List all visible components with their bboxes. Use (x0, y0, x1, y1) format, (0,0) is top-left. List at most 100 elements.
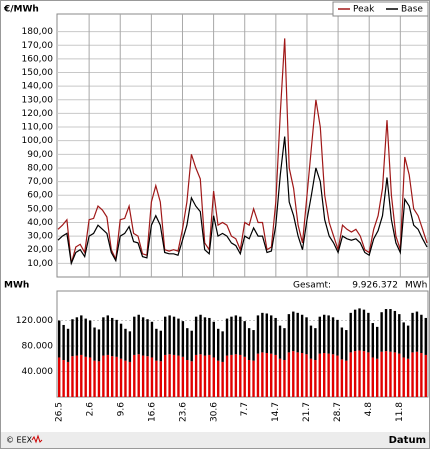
x-tick-label: 11.8 (395, 402, 405, 422)
legend-label: Base (401, 5, 423, 15)
bar-segment (111, 356, 114, 397)
bar-segment (181, 356, 185, 397)
bar-segment (327, 315, 330, 354)
bar-segment (106, 315, 109, 355)
bar-segment (415, 311, 419, 352)
bar-segment (420, 314, 423, 354)
y-tick-label: 120,00 (22, 109, 54, 119)
bar-segment (155, 328, 158, 361)
bar-segment (292, 311, 295, 352)
y-tick-label: 70,00 (27, 177, 53, 187)
y-tick-label: 40,00 (27, 218, 53, 228)
bar-segment (411, 352, 414, 397)
bar-segment (278, 325, 282, 359)
bar-segment (93, 327, 96, 361)
bar-segment (181, 321, 185, 357)
bar-segment (270, 315, 273, 354)
bar-segment (97, 361, 101, 397)
bar-segment (340, 327, 344, 360)
bar-segment (186, 328, 189, 361)
bar-segment (115, 356, 118, 397)
bar-segment (164, 354, 167, 397)
bar-segment (137, 354, 140, 397)
y-tick-label: 40.000 (22, 367, 54, 377)
x-tick-label: 26.5 (55, 402, 65, 422)
bar-segment (345, 330, 348, 361)
bar-segment (406, 325, 410, 359)
logo-mark (31, 434, 43, 444)
bar-segment (177, 355, 180, 397)
bar-segment (393, 310, 397, 353)
plot-area (56, 290, 429, 398)
y-tick-label: 120.000 (16, 316, 53, 326)
bar-segment (146, 356, 149, 397)
bar-segment (323, 353, 326, 397)
bar-segment (217, 360, 220, 397)
x-tick-label: 28.7 (333, 402, 343, 422)
y-tick-label: 180,00 (22, 27, 54, 37)
total-title: Gesamt: (293, 281, 331, 291)
x-axis-label: Datum (389, 435, 426, 446)
bar-segment (119, 323, 123, 359)
x-tick-label: 14.7 (271, 402, 281, 422)
total-unit: MWh (405, 281, 427, 291)
x-tick-label: 16.6 (147, 402, 157, 422)
x-tick-label: 23.6 (178, 402, 188, 422)
bar-segment (217, 328, 220, 361)
bar-segment (283, 328, 286, 361)
x-tick-label: 9.6 (117, 402, 127, 417)
bar-segment (380, 312, 383, 352)
bar-segment (58, 320, 61, 358)
bar-segment (159, 361, 162, 397)
total-value: 9.926.372 (352, 281, 398, 291)
bar-segment (318, 353, 321, 397)
bar-segment (133, 354, 136, 397)
bar-segment (265, 313, 268, 354)
bar-segment (380, 351, 383, 397)
y-tick-label: 160,00 (22, 54, 54, 64)
bar-segment (358, 308, 361, 351)
bar-segment (287, 352, 291, 397)
bar-segment (296, 312, 299, 353)
bar-segment (146, 319, 149, 357)
bar-segment (225, 355, 229, 397)
bar-segment (353, 351, 357, 397)
x-tick-label: 4.8 (364, 402, 374, 417)
bar-segment (371, 357, 374, 397)
bar-segment (234, 354, 238, 397)
bar-segment (194, 316, 198, 355)
bar-segment (252, 330, 255, 361)
bar-segment (261, 312, 264, 353)
y-axis-label: €/MWh (3, 5, 39, 15)
bar-segment (212, 321, 215, 358)
y-tick-label: 60,00 (27, 191, 53, 201)
bar-segment (384, 351, 388, 397)
bar-segment (159, 330, 162, 362)
bar-segment (376, 358, 379, 397)
bar-segment (411, 312, 414, 353)
bar-segment (331, 354, 335, 397)
bar-segment (124, 360, 127, 397)
bar-segment (75, 355, 79, 397)
bar-segment (221, 361, 224, 397)
bar-segment (261, 352, 264, 397)
bar-segment (305, 354, 308, 397)
bar-segment (106, 354, 109, 397)
bar-segment (234, 315, 238, 355)
bar-segment (239, 354, 242, 397)
bar-segment (141, 317, 145, 356)
bar-segment (243, 356, 246, 397)
y-tick-label: 50,00 (27, 204, 53, 214)
bar-segment (424, 354, 427, 397)
bar-segment (225, 318, 229, 356)
bar-segment (128, 361, 132, 397)
bar-segment (58, 357, 61, 397)
bar-segment (66, 328, 70, 362)
bar-segment (71, 319, 74, 357)
bar-segment (398, 314, 401, 354)
legend-label: Peak (353, 5, 375, 15)
bar-segment (102, 317, 105, 356)
bar-segment (278, 358, 282, 397)
bar-segment (186, 360, 189, 397)
